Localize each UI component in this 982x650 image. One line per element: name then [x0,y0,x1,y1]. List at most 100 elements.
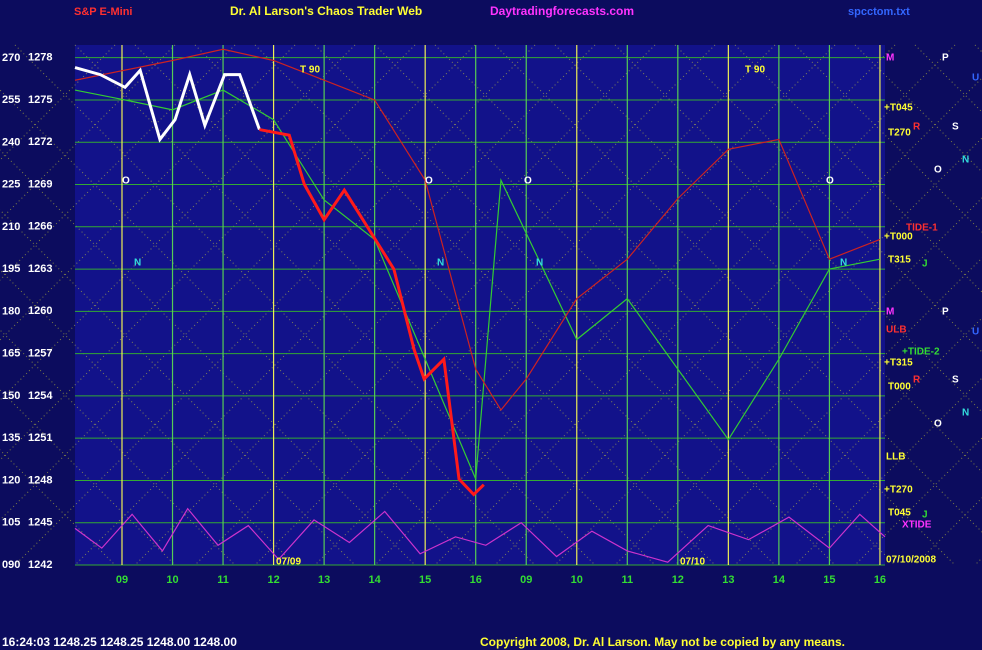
annotation: T000 [888,382,911,393]
annotation: O [524,176,532,187]
lattice-line [0,269,296,566]
x-tick-label: 11 [217,574,229,586]
lattice-line [0,89,476,566]
file-name: spcctom.txt [848,6,910,18]
lattice-line [254,44,776,566]
x-tick-label: 15 [419,574,431,586]
series-line [74,66,261,143]
lattice-line [194,44,716,566]
annotation: N [437,258,444,269]
y-tick-label: 1278 [28,52,52,64]
lattice-line [374,44,896,566]
y2-tick-label: 240 [2,136,20,148]
y2-tick-label: 150 [2,390,20,402]
lattice-line [494,77,982,566]
y2-tick-label: 180 [2,305,20,317]
annotation: P [942,53,949,64]
y2-tick-label: 210 [2,221,20,233]
lattice-line [74,44,596,566]
lattice-line [854,437,982,566]
lattice-line [134,44,656,566]
annotation: 07/10/2008 [886,555,936,566]
status: 16:24:03 1248.25 1248.25 1248.00 1248.00 [2,635,237,649]
instrument: S&P E-Mini [74,6,132,18]
x-tick-label: 09 [116,574,128,586]
x-tick-label: 10 [166,574,178,586]
y-tick-label: 1260 [28,305,52,317]
lattice-line [794,377,982,566]
y-tick-label: 1272 [28,136,52,148]
annotation: R [913,375,921,386]
lattice-line [134,44,656,566]
y-tick-label: 1245 [28,517,52,529]
lattice-line [674,257,982,566]
annotation: ULB [886,325,907,336]
lattice-line [74,44,596,566]
annotation: O [122,176,130,187]
annotation: U [972,73,979,84]
x-tick-label: 15 [823,574,835,586]
x-tick-label: 12 [672,574,684,586]
annotation: O [425,176,433,187]
annotation: +TIDE-2 [902,347,940,358]
series-line [74,48,881,412]
x-tick-label: 14 [773,574,786,586]
lattice-line [0,149,416,566]
annotation: 07/10 [680,557,705,568]
annotation: S [952,375,959,386]
lattice-line [0,209,356,566]
series-line [74,507,886,563]
lattice-line [0,329,236,566]
lattice-line [734,317,982,566]
lattice-line [0,389,176,566]
annotation: T 90 [745,65,765,76]
annotation: M [886,53,894,64]
annotation: U [972,327,979,338]
y-tick-label: 1251 [28,432,52,444]
y2-tick-label: 120 [2,474,20,486]
lattice-line [0,44,476,521]
lattice-line [434,44,956,566]
annotation: N [536,258,543,269]
y2-tick-label: 195 [2,263,20,275]
lattice-line [14,44,536,566]
y-tick-label: 1257 [28,348,52,360]
lattice-line [0,449,116,566]
lattice-line [554,137,982,566]
annotation: P [942,307,949,318]
annotation: R [913,122,921,133]
annotation: J [922,510,928,521]
annotation: T045 [888,508,911,519]
y2-tick-label: 105 [2,517,20,529]
annotation: T270 [888,128,911,139]
y-tick-label: 1242 [28,559,52,571]
y-tick-label: 1263 [28,263,52,275]
annotation: S [952,122,959,133]
annotation: +T000 [884,232,913,243]
annotation: TIDE-1 [906,223,938,234]
x-tick-label: 16 [470,574,482,586]
y-tick-label: 1269 [28,178,52,190]
annotation: LLB [886,452,905,463]
annotation: N [134,258,141,269]
series-line [259,128,485,497]
lattice-line [614,197,982,566]
annotation: O [934,419,942,430]
lattice-line [314,44,836,566]
x-tick-label: 12 [267,574,279,586]
annotation: T315 [888,255,911,266]
annotation: O [934,165,942,176]
annotation: 07/09 [276,557,301,568]
x-tick-label: 10 [571,574,583,586]
lattice-line [374,44,896,566]
annotation: +T315 [884,358,913,369]
annotation: +T270 [884,485,913,496]
y-tick-label: 1254 [28,390,53,402]
annotation: N [962,408,969,419]
x-tick-label: 13 [722,574,734,586]
y-tick-label: 1248 [28,474,52,486]
x-tick-label: 14 [369,574,382,586]
x-tick-label: 13 [318,574,330,586]
annotation: XTIDE [902,520,932,531]
